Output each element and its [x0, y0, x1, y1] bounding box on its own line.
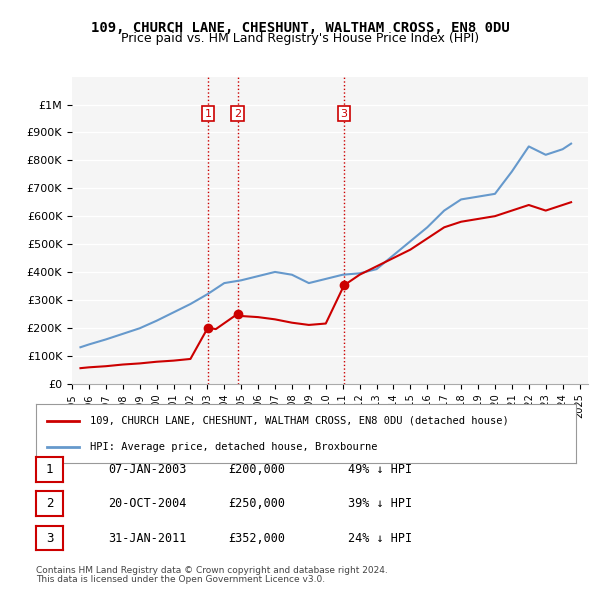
- Text: 3: 3: [46, 532, 53, 545]
- Text: 2: 2: [46, 497, 53, 510]
- Text: 07-JAN-2003: 07-JAN-2003: [108, 463, 187, 476]
- Text: 109, CHURCH LANE, CHESHUNT, WALTHAM CROSS, EN8 0DU: 109, CHURCH LANE, CHESHUNT, WALTHAM CROS…: [91, 21, 509, 35]
- Text: This data is licensed under the Open Government Licence v3.0.: This data is licensed under the Open Gov…: [36, 575, 325, 584]
- Text: 49% ↓ HPI: 49% ↓ HPI: [348, 463, 412, 476]
- Text: HPI: Average price, detached house, Broxbourne: HPI: Average price, detached house, Brox…: [90, 442, 377, 451]
- Text: 1: 1: [205, 109, 211, 119]
- Text: £352,000: £352,000: [228, 532, 285, 545]
- Text: 24% ↓ HPI: 24% ↓ HPI: [348, 532, 412, 545]
- Text: £200,000: £200,000: [228, 463, 285, 476]
- Text: 1: 1: [46, 463, 53, 476]
- Text: Contains HM Land Registry data © Crown copyright and database right 2024.: Contains HM Land Registry data © Crown c…: [36, 566, 388, 575]
- Text: 109, CHURCH LANE, CHESHUNT, WALTHAM CROSS, EN8 0DU (detached house): 109, CHURCH LANE, CHESHUNT, WALTHAM CROS…: [90, 416, 509, 425]
- Text: 31-JAN-2011: 31-JAN-2011: [108, 532, 187, 545]
- Text: 3: 3: [341, 109, 347, 119]
- Text: Price paid vs. HM Land Registry's House Price Index (HPI): Price paid vs. HM Land Registry's House …: [121, 32, 479, 45]
- Text: 39% ↓ HPI: 39% ↓ HPI: [348, 497, 412, 510]
- Text: 20-OCT-2004: 20-OCT-2004: [108, 497, 187, 510]
- Text: 2: 2: [234, 109, 241, 119]
- Text: £250,000: £250,000: [228, 497, 285, 510]
